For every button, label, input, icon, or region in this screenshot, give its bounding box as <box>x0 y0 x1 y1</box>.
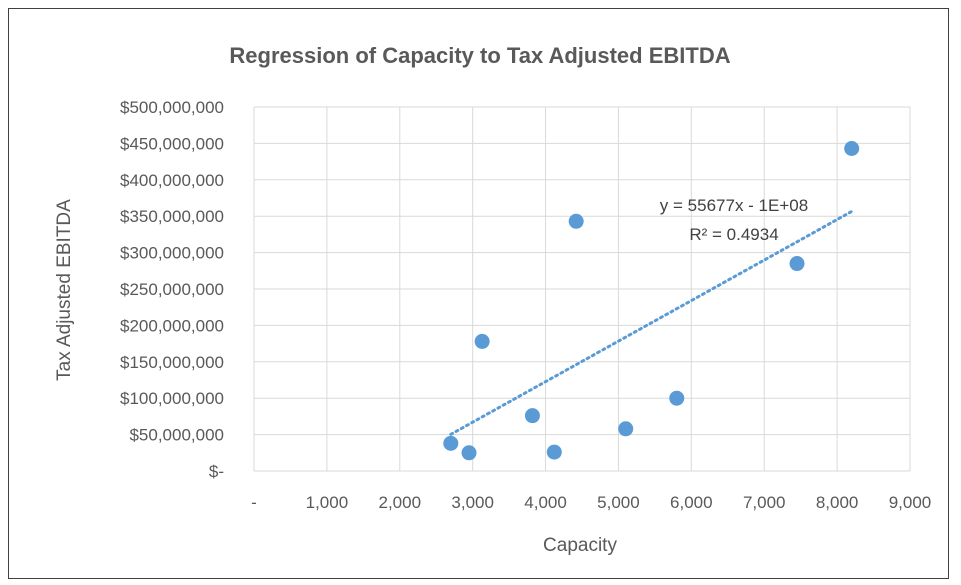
y-tick-label: $- <box>209 462 224 481</box>
y-tick-label: $50,000,000 <box>129 426 224 445</box>
x-axis-ticks: - 1,000 2,000 3,000 4,000 5,000 6,000 7,000 8,00… <box>251 493 931 512</box>
data-points <box>443 140 860 461</box>
y-tick-label: $300,000,000 <box>120 244 224 263</box>
y-tick-label: $500,000,000 <box>120 98 224 117</box>
data-point <box>546 444 562 460</box>
data-point <box>844 140 860 156</box>
trendline-r-squared: R² = 0.4934 <box>689 225 778 244</box>
y-tick-label: $150,000,000 <box>120 353 224 372</box>
trendline-equation: y = 55677x - 1E+08 <box>660 196 808 215</box>
data-point <box>461 445 477 461</box>
x-tick-label: 1,000 <box>306 493 349 512</box>
x-tick-label: 3,000 <box>451 493 494 512</box>
data-point <box>443 435 459 451</box>
gridlines <box>253 106 911 472</box>
y-tick-label: $100,000,000 <box>120 389 224 408</box>
data-point <box>568 213 584 229</box>
chart-frame <box>8 8 949 579</box>
data-point <box>789 256 805 272</box>
y-axis-title: Tax Adjusted EBITDA <box>54 199 75 381</box>
y-tick-label: $450,000,000 <box>120 134 224 153</box>
data-point <box>524 408 540 424</box>
x-tick-label: 6,000 <box>670 493 713 512</box>
y-tick-label: $350,000,000 <box>120 207 224 226</box>
x-tick-label: - <box>251 493 257 512</box>
x-tick-label: 7,000 <box>743 493 786 512</box>
chart-title: Regression of Capacity to Tax Adjusted E… <box>229 43 730 68</box>
y-axis-ticks: $- $50,000,000 $100,000,000 $150,000,000 $20… <box>120 98 224 481</box>
data-point <box>669 390 685 406</box>
x-tick-label: 8,000 <box>816 493 859 512</box>
y-tick-label: $200,000,000 <box>120 316 224 335</box>
x-tick-label: 5,000 <box>597 493 640 512</box>
x-tick-label: 4,000 <box>524 493 567 512</box>
x-axis-title: Capacity <box>543 535 617 556</box>
x-tick-label: 9,000 <box>889 493 932 512</box>
data-point <box>474 333 490 349</box>
y-tick-label: $250,000,000 <box>120 280 224 299</box>
trendline <box>449 209 854 436</box>
y-tick-label: $400,000,000 <box>120 171 224 190</box>
x-tick-label: 2,000 <box>379 493 422 512</box>
data-point <box>618 421 634 437</box>
